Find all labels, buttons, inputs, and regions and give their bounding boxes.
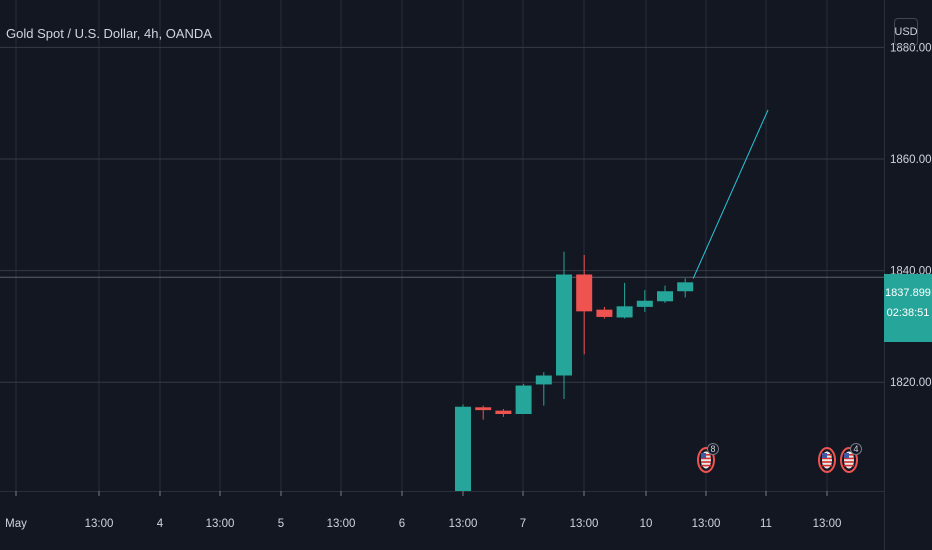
candle-body-0: [455, 406, 471, 491]
currency-button[interactable]: USD: [894, 18, 918, 46]
y-tick-label: 1860.000: [890, 154, 932, 166]
x-tick-label: 13:00: [327, 518, 356, 530]
candle-body-7: [596, 309, 613, 317]
x-tick-label: 4: [157, 518, 164, 530]
candle-body-11: [677, 282, 694, 292]
last-price-value: 1837.899: [885, 287, 931, 299]
x-tick-label: 13:00: [85, 518, 114, 530]
x-tick-label: May: [5, 518, 27, 530]
symbol-title: Gold Spot / U.S. Dollar, 4h, OANDA: [6, 26, 212, 41]
candle-body-8: [616, 306, 633, 318]
x-tick-label: 13:00: [206, 518, 235, 530]
candles: [455, 109, 769, 491]
candle-body-3: [515, 385, 532, 415]
candle-body-9: [636, 300, 653, 307]
last-price-badge: 1837.899 02:38:51: [884, 274, 932, 342]
bar-countdown: 02:38:51: [886, 307, 930, 319]
x-tick-label: 13:00: [692, 518, 721, 530]
x-tick-label: 10: [640, 518, 653, 530]
us-flag-event-icon[interactable]: 4: [840, 443, 862, 473]
x-tick-label: 11: [760, 518, 772, 530]
candle-body-10: [657, 291, 673, 302]
x-tick-label: 13:00: [570, 518, 599, 530]
candle-body-5: [556, 274, 572, 376]
projection-line: [692, 109, 769, 279]
candle-body-2: [495, 410, 512, 415]
x-tick-label: 6: [399, 518, 405, 530]
us-flag-event-icon[interactable]: 8: [697, 443, 719, 473]
x-tick-label: 13:00: [813, 518, 842, 530]
x-tick-label: 13:00: [449, 518, 478, 530]
x-tick-label: 5: [278, 518, 284, 530]
us-flag-event-icon[interactable]: [818, 447, 836, 473]
chart-grid: [0, 0, 884, 491]
y-tick-label: 1820.000: [890, 377, 932, 389]
candle-body-6: [576, 274, 593, 312]
x-tick-label: 7: [520, 518, 526, 530]
event-count: 8: [710, 444, 715, 454]
candle-body-4: [535, 375, 552, 385]
event-count: 4: [853, 444, 858, 454]
candle-body-1: [475, 407, 492, 411]
